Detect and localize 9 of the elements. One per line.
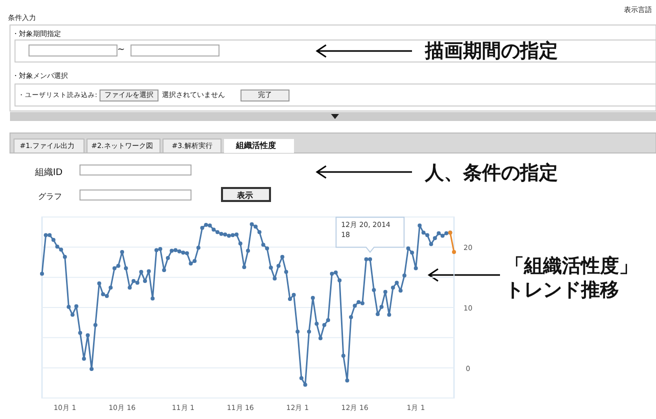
text: 描画期間の指定 — [424, 40, 558, 62]
text: ~ — [117, 45, 125, 55]
text: 組織ID — [34, 167, 63, 178]
text: 人、条件の指定 — [424, 162, 558, 184]
text: 表示 — [236, 191, 253, 200]
text: 組織活性度 — [235, 140, 276, 150]
text: 「組織活性度」 — [505, 255, 638, 277]
text: グラフ — [38, 192, 62, 201]
text: トレンド推移 — [505, 279, 619, 301]
